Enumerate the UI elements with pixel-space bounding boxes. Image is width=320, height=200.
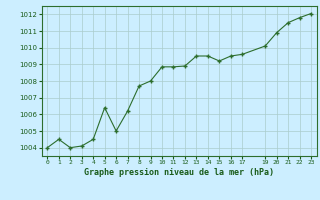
- X-axis label: Graphe pression niveau de la mer (hPa): Graphe pression niveau de la mer (hPa): [84, 168, 274, 177]
